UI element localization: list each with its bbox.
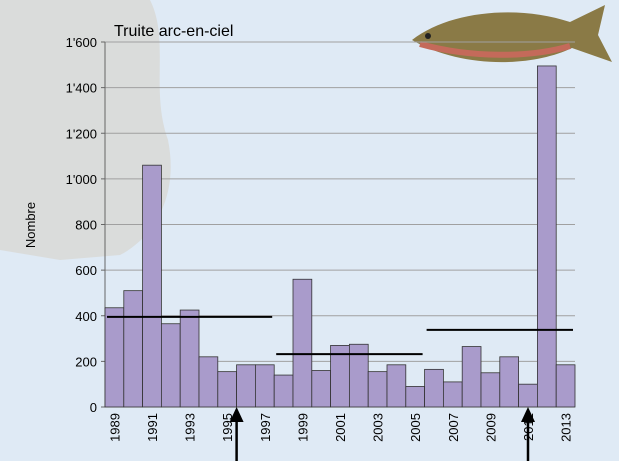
x-tick-label: 1997 (258, 413, 273, 442)
y-tick-label: 0 (90, 400, 97, 415)
bar (142, 164, 162, 408)
y-tick-label: 1'600 (66, 35, 97, 50)
bar (160, 323, 181, 408)
x-tick-label: 1991 (145, 413, 160, 442)
arrow-head (521, 407, 535, 422)
bar (179, 309, 200, 408)
x-tick-label: 2013 (559, 413, 574, 442)
bar (405, 386, 425, 408)
bar (480, 372, 501, 408)
y-tick-label: 1'200 (66, 126, 97, 141)
bar (292, 278, 313, 408)
x-tick-label: 1989 (107, 413, 122, 442)
bar (254, 364, 275, 408)
bar (386, 364, 407, 408)
x-tick-label: 1999 (295, 413, 310, 442)
bar (273, 374, 294, 408)
y-tick-label: 600 (75, 263, 97, 278)
x-tick-label: 2009 (483, 413, 498, 442)
bar (537, 65, 557, 408)
fish-decoration (412, 5, 612, 63)
bar (367, 371, 388, 408)
y-axis-label: Nombre (23, 202, 38, 248)
bar (236, 364, 256, 408)
x-tick-label: 1993 (183, 413, 198, 442)
x-tick-label: 2003 (371, 413, 386, 442)
y-tick-label: 400 (75, 309, 97, 324)
bar (424, 368, 444, 408)
chart-title: Truite arc-en-ciel (114, 23, 233, 40)
y-tick-label: 200 (75, 354, 97, 369)
y-tick-label: 800 (75, 218, 97, 233)
arrow-head (229, 407, 244, 422)
bar (198, 356, 219, 408)
x-tick-label: 2001 (333, 413, 348, 442)
y-tick-label: 1'000 (66, 172, 97, 187)
bar (311, 370, 331, 408)
bar (499, 356, 519, 408)
bar (123, 290, 144, 408)
bar (217, 371, 238, 408)
x-tick-label: 2007 (446, 413, 461, 442)
x-tick-label: 2005 (408, 413, 423, 442)
bar (518, 383, 538, 408)
y-tick-label: 1'400 (66, 81, 97, 96)
bar (104, 307, 125, 408)
bar (555, 364, 576, 408)
bar (461, 346, 482, 408)
bar (442, 381, 463, 408)
map-decoration (0, 0, 171, 260)
